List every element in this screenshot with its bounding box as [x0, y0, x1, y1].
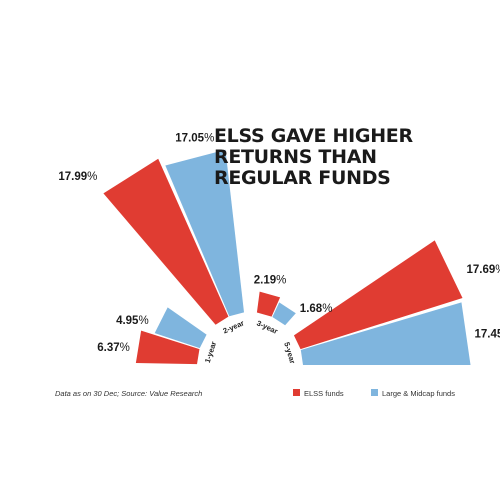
- bar-3-year-largemid: [272, 302, 296, 326]
- value-label-2-year-elss: 17.99%: [58, 171, 97, 183]
- legend: ELSS funds Large & Midcap funds: [293, 389, 455, 398]
- bar-3-year-elss: [256, 291, 281, 317]
- period-label-2-year: 2-year: [222, 318, 246, 335]
- value-label-5-year-elss: 17.69%: [467, 264, 500, 276]
- bar-2-year-largemid: [165, 149, 245, 317]
- bar-5-year-largemid: [300, 302, 471, 365]
- legend-label-elss: ELSS funds: [304, 389, 344, 398]
- source-note: Data as on 30 Dec; Source: Value Researc…: [55, 389, 202, 398]
- bar-5-year-elss: [293, 240, 463, 350]
- value-labels-group: 6.37% 4.95% 17.99% 17.05% 2.19% 1.68% 17.69% 17…: [58, 133, 500, 354]
- period-label-5-year: 5-year: [282, 341, 297, 365]
- chart-title: ELSS GAVE HIGHER RETURNS THAN REGULAR FU…: [214, 125, 414, 189]
- value-label-2-year-largemid: 17.05%: [175, 133, 214, 145]
- value-label-1-year-elss: 6.37%: [97, 342, 130, 354]
- value-label-1-year-largemid: 4.95%: [116, 315, 149, 327]
- bars-group: [103, 149, 471, 365]
- bar-1-year-elss: [135, 330, 200, 365]
- legend-swatch-elss: [293, 389, 300, 396]
- period-label-1-year: 1-year: [203, 340, 218, 364]
- value-label-5-year-largemid: 17.45%: [475, 329, 500, 341]
- title-line-2: RETURNS THAN: [214, 146, 377, 168]
- title-line-1: ELSS GAVE HIGHER: [214, 125, 413, 147]
- bar-2-year-elss: [103, 158, 229, 325]
- title-line-3: REGULAR FUNDS: [214, 167, 391, 189]
- period-label-3-year: 3-year: [255, 319, 279, 336]
- value-label-3-year-largemid: 1.68%: [300, 303, 333, 315]
- legend-label-largemid: Large & Midcap funds: [382, 389, 455, 398]
- value-label-3-year-elss: 2.19%: [254, 275, 287, 287]
- bar-1-year-largemid: [154, 307, 207, 349]
- legend-swatch-largemid: [371, 389, 378, 396]
